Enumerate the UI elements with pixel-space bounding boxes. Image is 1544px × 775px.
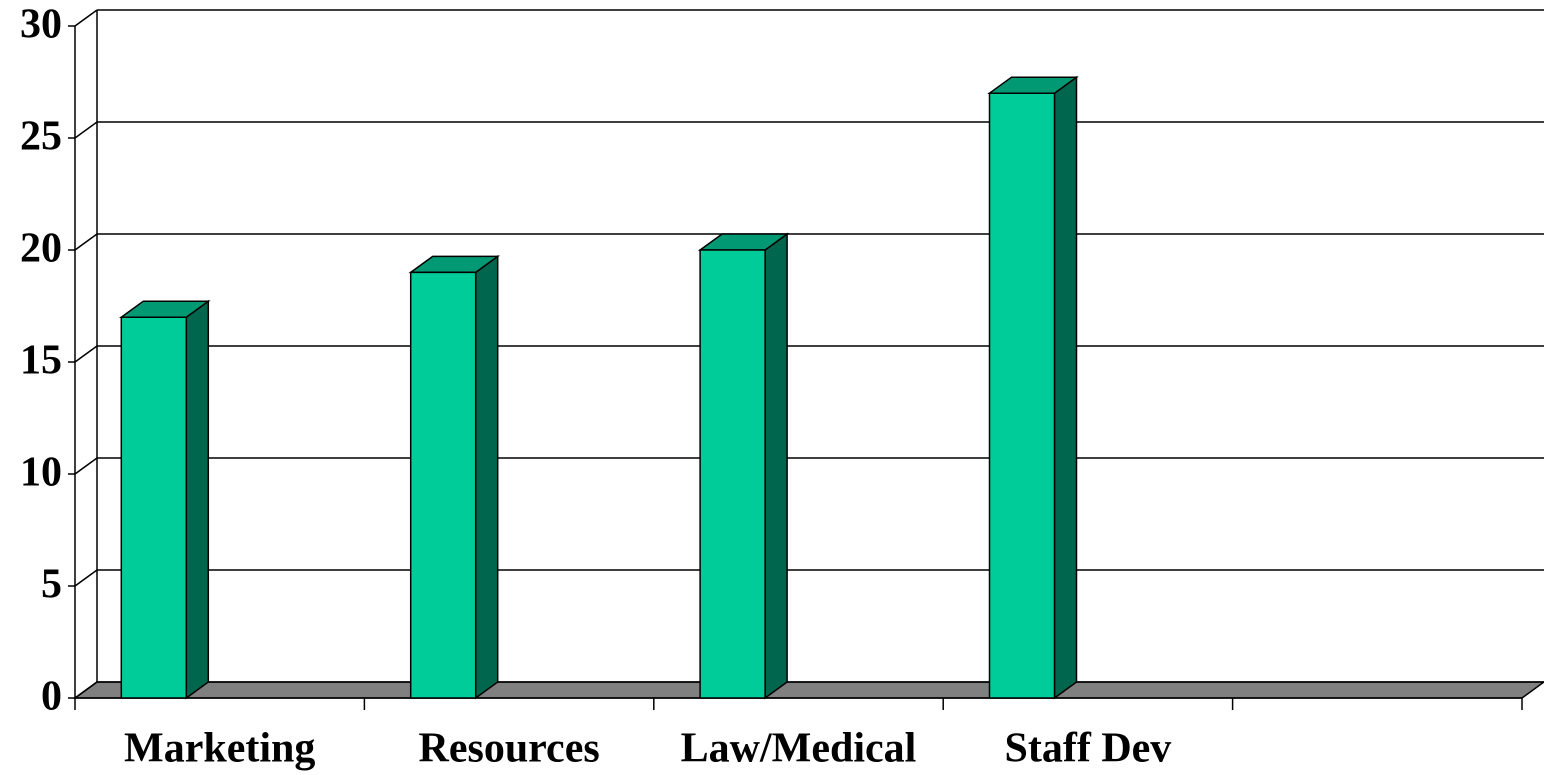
x-tick-label: Marketing xyxy=(124,726,315,772)
grid-line xyxy=(74,681,98,699)
bar xyxy=(118,299,211,700)
bar-front xyxy=(120,316,188,699)
x-tick-label: Law/Medical xyxy=(681,726,917,772)
bar-side xyxy=(1053,75,1078,700)
grid-line xyxy=(74,457,98,475)
grid-line xyxy=(74,569,98,587)
y-tick-label: 20 xyxy=(20,226,62,272)
bar-side xyxy=(764,232,788,700)
bar xyxy=(987,75,1079,700)
floor xyxy=(72,681,1544,699)
x-tick-label: Resources xyxy=(419,726,600,772)
y-tick-label: 10 xyxy=(20,450,62,496)
y-tick-label: 0 xyxy=(41,674,62,720)
grid-line xyxy=(74,121,98,139)
bar xyxy=(408,254,501,700)
bar-side xyxy=(185,299,210,700)
grid-line xyxy=(74,9,98,27)
y-tick-label: 5 xyxy=(41,562,62,608)
bar-front xyxy=(988,92,1056,699)
grid-line xyxy=(74,345,98,363)
y-tick-label: 30 xyxy=(20,2,62,48)
x-tick-label: Staff Dev xyxy=(1005,726,1172,772)
y-tick-label: 15 xyxy=(20,338,62,384)
bar-side xyxy=(474,254,499,700)
y-tick-label: 25 xyxy=(20,114,62,160)
bar-front xyxy=(699,249,766,699)
bar-front xyxy=(409,271,477,699)
grid-line xyxy=(74,233,98,251)
bar xyxy=(697,232,790,700)
